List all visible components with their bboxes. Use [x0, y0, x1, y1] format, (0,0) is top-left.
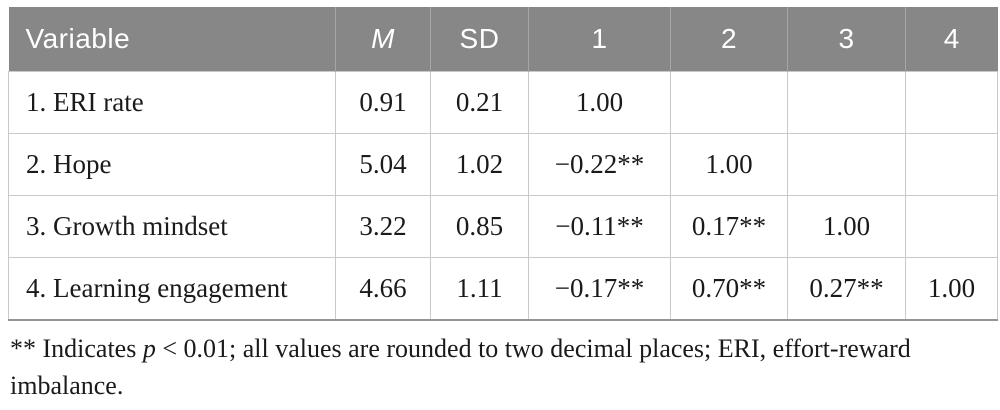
table-row-growth-mindset: 3. Growth mindset 3.22 0.85 −0.11** 0.17…	[8, 195, 998, 258]
row-label: 1. ERI rate	[8, 71, 336, 134]
cell-corr-4	[905, 133, 998, 196]
cell-corr-2: 0.70**	[670, 257, 788, 321]
cell-corr-4	[905, 71, 998, 134]
cell-sd: 1.02	[430, 133, 529, 196]
table-header: Variable M SD 1 2 3 4	[8, 7, 998, 72]
footnote-text: < 0.01; all values are rounded to two de…	[155, 334, 911, 363]
cell-corr-3: 0.27**	[787, 257, 906, 321]
table-row-learning-engagement: 4. Learning engagement 4.66 1.11 −0.17**…	[8, 257, 998, 321]
col-header-2: 2	[670, 7, 788, 72]
col-header-variable: Variable	[8, 7, 336, 72]
cell-mean: 5.04	[335, 133, 431, 196]
cell-corr-3	[787, 133, 906, 196]
cell-corr-1: −0.17**	[528, 257, 671, 321]
row-label: 3. Growth mindset	[8, 195, 336, 258]
cell-sd: 0.85	[430, 195, 529, 258]
footnote-p-symbol: p	[142, 334, 156, 363]
cell-sd: 0.21	[430, 71, 529, 134]
cell-sd: 1.11	[430, 257, 529, 321]
correlation-table: Variable M SD 1 2 3 4 1. ERI rate 0.91 0…	[8, 7, 998, 321]
col-header-mean: M	[335, 7, 431, 72]
cell-corr-2: 0.17**	[670, 195, 788, 258]
cell-corr-1: −0.11**	[528, 195, 671, 258]
cell-corr-3	[787, 71, 906, 134]
col-header-sd: SD	[430, 7, 529, 72]
col-header-3: 3	[787, 7, 906, 72]
table-body: 1. ERI rate 0.91 0.21 1.00 2. Hope 5.04 …	[8, 71, 998, 321]
cell-corr-3: 1.00	[787, 195, 906, 258]
col-header-1: 1	[528, 7, 671, 72]
cell-mean: 3.22	[335, 195, 431, 258]
cell-mean: 4.66	[335, 257, 431, 321]
cell-corr-2: 1.00	[670, 133, 788, 196]
table-footnote: ** Indicates p < 0.01; all values are ro…	[8, 330, 997, 404]
table-row-hope: 2. Hope 5.04 1.02 −0.22** 1.00	[8, 133, 998, 196]
significance-marker: **	[10, 334, 36, 363]
footnote-text-line2: imbalance.	[10, 371, 124, 400]
cell-corr-4: 1.00	[905, 257, 998, 321]
col-header-4: 4	[905, 7, 998, 72]
cell-corr-1: 1.00	[528, 71, 671, 134]
footnote-text: Indicates	[36, 334, 143, 363]
row-label: 4. Learning engagement	[8, 257, 336, 321]
cell-mean: 0.91	[335, 71, 431, 134]
table-row-eri-rate: 1. ERI rate 0.91 0.21 1.00	[8, 71, 998, 134]
cell-corr-1: −0.22**	[528, 133, 671, 196]
cell-corr-4	[905, 195, 998, 258]
cell-corr-2	[670, 71, 788, 134]
table-header-row: Variable M SD 1 2 3 4	[8, 7, 998, 72]
row-label: 2. Hope	[8, 133, 336, 196]
